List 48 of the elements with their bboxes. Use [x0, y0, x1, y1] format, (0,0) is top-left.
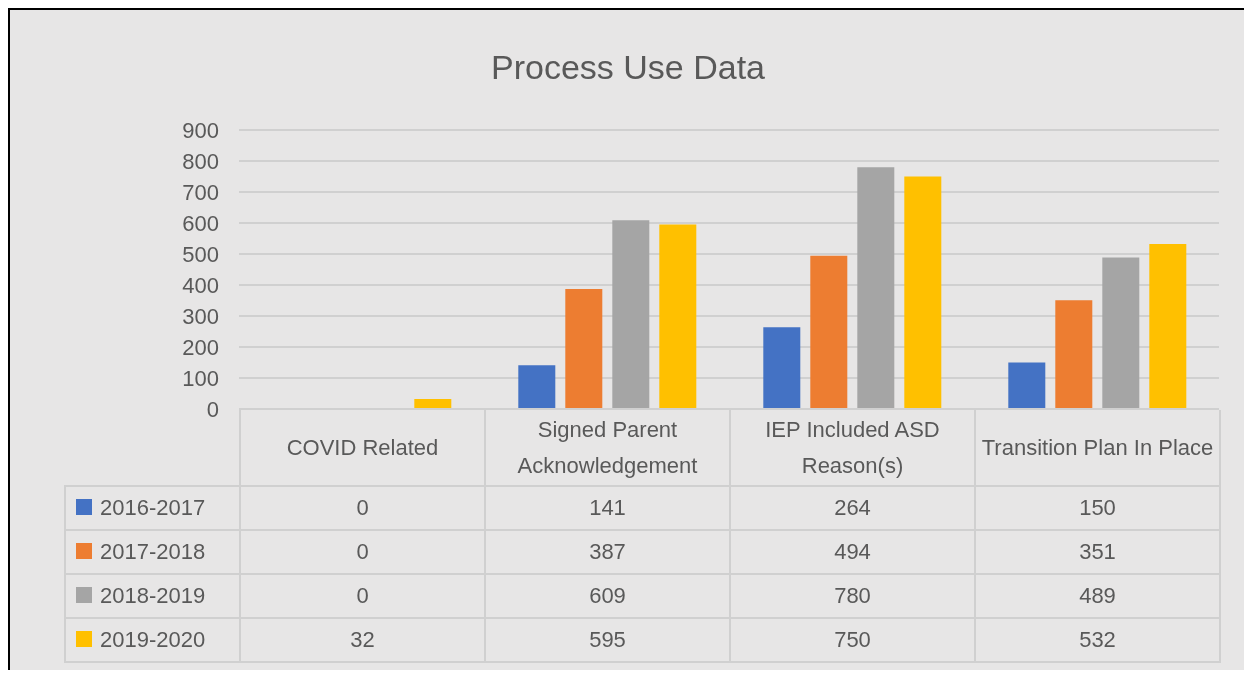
x-tick-label: Transition Plan In Place [975, 410, 1220, 486]
legend-label: 2019-2020 [65, 618, 240, 662]
x-tick-label: Signed Parent Acknowledgement [485, 410, 730, 486]
data-label: 351 [975, 530, 1220, 574]
y-tick-label: 600 [182, 210, 219, 236]
bar [659, 224, 697, 409]
data-label: 780 [730, 574, 975, 618]
y-tick-label: 200 [182, 334, 219, 360]
bar [1008, 362, 1046, 409]
chart-title: Process Use Data [490, 48, 766, 87]
y-tick-label: 800 [182, 148, 219, 174]
bar [565, 289, 603, 409]
data-label: 750 [730, 618, 975, 662]
bar [1149, 244, 1187, 409]
data-label: 0 [240, 574, 485, 618]
data-label: 0 [240, 486, 485, 530]
y-tick-label: 900 [182, 117, 219, 143]
y-tick-label: 0 [206, 396, 219, 422]
legend-label: 2017-2018 [65, 530, 240, 574]
bar [810, 255, 848, 409]
x-tick-label: COVID Related [240, 410, 485, 486]
y-tick-label: 400 [182, 272, 219, 298]
bar [1102, 257, 1140, 409]
data-label: 494 [730, 530, 975, 574]
data-label: 150 [975, 486, 1220, 530]
data-label: 387 [485, 530, 730, 574]
data-label: 264 [730, 486, 975, 530]
bar [612, 220, 650, 409]
data-label: 532 [975, 618, 1220, 662]
bar [1055, 300, 1093, 409]
bar [518, 365, 556, 409]
data-label: 595 [485, 618, 730, 662]
data-label: 141 [485, 486, 730, 530]
bar [857, 167, 895, 409]
data-label: 32 [240, 618, 485, 662]
y-tick-label: 700 [182, 179, 219, 205]
data-label: 609 [485, 574, 730, 618]
bar [414, 399, 452, 409]
legend-label: 2018-2019 [65, 574, 240, 618]
bar [904, 176, 942, 409]
data-label: 489 [975, 574, 1220, 618]
y-tick-label: 100 [182, 365, 219, 391]
legend-label: 2016-2017 [65, 486, 240, 530]
x-tick-label: IEP Included ASD Reason(s) [730, 410, 975, 486]
y-tick-label: 300 [182, 303, 219, 329]
y-tick-label: 500 [182, 241, 219, 267]
data-label: 0 [240, 530, 485, 574]
bar [763, 327, 801, 409]
